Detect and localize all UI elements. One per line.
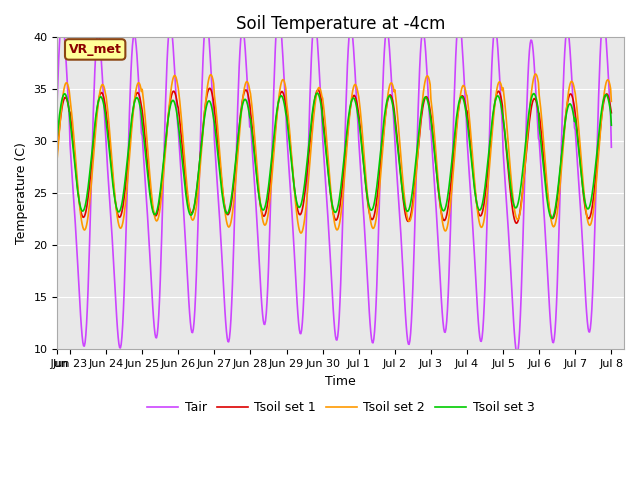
- Tsoil set 3: [109, 182, 116, 188]
- Tsoil set 2: [30, 94, 38, 99]
- Tsoil set 2: [297, 230, 305, 236]
- Tsoil set 2: [532, 71, 540, 77]
- Tsoil set 2: [39, 195, 47, 201]
- Line: Tsoil set 3: Tsoil set 3: [34, 93, 611, 218]
- Tsoil set 1: [30, 114, 38, 120]
- Tsoil set 1: [157, 187, 165, 193]
- Tsoil set 3: [446, 178, 454, 184]
- Tsoil set 1: [519, 188, 527, 193]
- Tsoil set 1: [39, 203, 47, 208]
- Tair: [513, 350, 521, 356]
- Legend: Tair, Tsoil set 1, Tsoil set 2, Tsoil set 3: Tair, Tsoil set 1, Tsoil set 2, Tsoil se…: [142, 396, 540, 419]
- Tair: [157, 256, 165, 262]
- Tsoil set 3: [157, 182, 165, 188]
- Tsoil set 1: [500, 129, 508, 134]
- Text: VR_met: VR_met: [68, 43, 122, 56]
- Tsoil set 2: [109, 169, 116, 175]
- Tsoil set 2: [500, 98, 508, 104]
- Tair: [39, 273, 47, 279]
- Tair: [30, 128, 38, 134]
- Title: Soil Temperature at -4cm: Soil Temperature at -4cm: [236, 15, 445, 33]
- Tsoil set 3: [314, 90, 321, 96]
- Tair: [500, 172, 508, 178]
- Y-axis label: Temperature (C): Temperature (C): [15, 143, 28, 244]
- Line: Tair: Tair: [34, 12, 611, 353]
- Tsoil set 3: [518, 175, 525, 181]
- Line: Tsoil set 1: Tsoil set 1: [34, 88, 611, 223]
- Tsoil set 1: [206, 85, 214, 91]
- Tsoil set 3: [30, 114, 38, 120]
- Tsoil set 3: [500, 127, 508, 133]
- Tsoil set 3: [39, 194, 47, 200]
- Tair: [446, 250, 454, 256]
- X-axis label: Time: Time: [325, 374, 356, 387]
- Tsoil set 3: [548, 216, 556, 221]
- Tair: [109, 247, 116, 253]
- Tsoil set 1: [513, 220, 520, 226]
- Tsoil set 1: [446, 192, 454, 197]
- Tsoil set 2: [157, 198, 165, 204]
- Tsoil set 3: [607, 122, 615, 128]
- Tair: [607, 144, 615, 150]
- Tsoil set 2: [446, 208, 454, 214]
- Tsoil set 2: [607, 98, 615, 104]
- Tair: [519, 247, 527, 252]
- Tsoil set 1: [607, 110, 615, 116]
- Line: Tsoil set 2: Tsoil set 2: [34, 74, 611, 233]
- Tsoil set 2: [518, 197, 525, 203]
- Tsoil set 1: [109, 178, 116, 183]
- Tair: [275, 9, 282, 14]
